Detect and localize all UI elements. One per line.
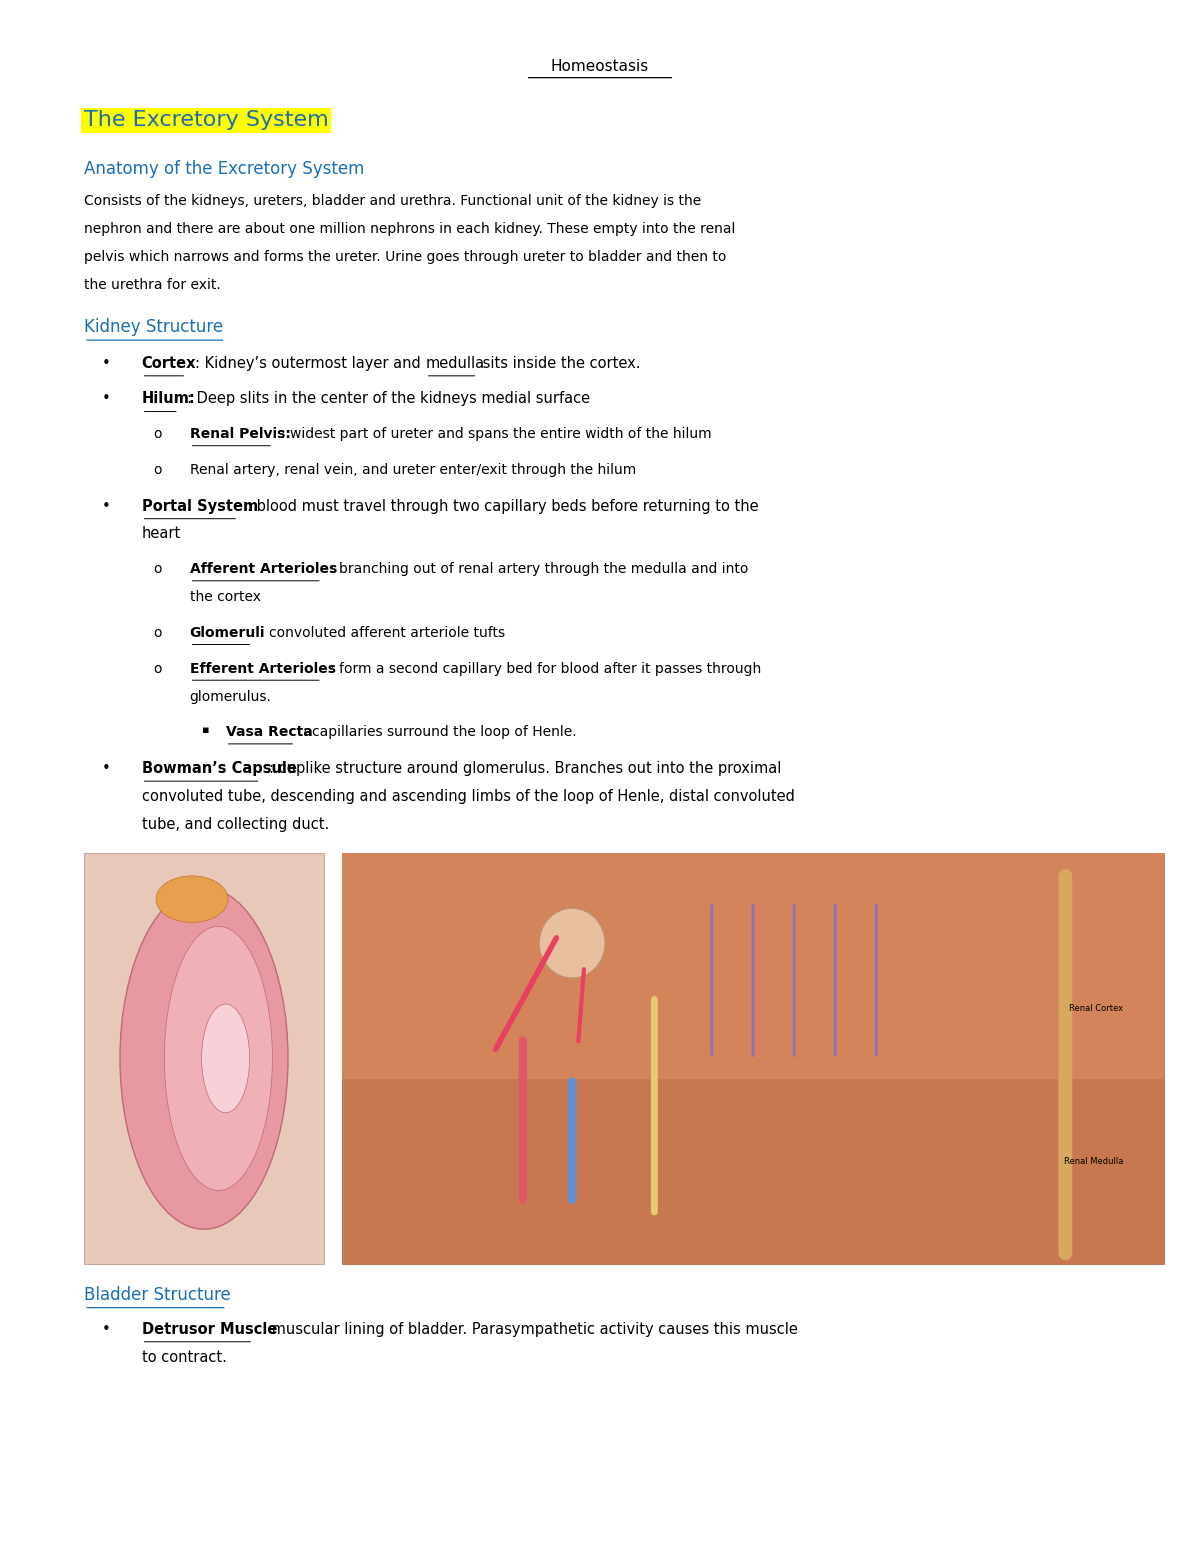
Ellipse shape [120,888,288,1230]
Text: tube, and collecting duct.: tube, and collecting duct. [142,817,329,832]
Text: pelvis which narrows and forms the ureter. Urine goes through ureter to bladder : pelvis which narrows and forms the urete… [84,250,726,264]
Text: Efferent Arterioles: Efferent Arterioles [190,662,336,676]
Text: : widest part of ureter and spans the entire width of the hilum: : widest part of ureter and spans the en… [281,427,712,441]
Text: Kidney Structure: Kidney Structure [84,318,223,337]
Text: Consists of the kidneys, ureters, bladder and urethra. Functional unit of the ki: Consists of the kidneys, ureters, bladde… [84,194,701,208]
FancyBboxPatch shape [342,853,1164,1079]
Text: Cortex: Cortex [142,356,196,371]
Text: o: o [154,463,162,477]
Text: to contract.: to contract. [142,1350,227,1365]
Text: The Excretory System: The Excretory System [84,110,329,130]
Text: Renal Pelvis:: Renal Pelvis: [190,427,290,441]
Text: : convoluted afferent arteriole tufts: : convoluted afferent arteriole tufts [260,626,505,640]
Text: Bladder Structure: Bladder Structure [84,1286,230,1305]
Text: Renal Cortex: Renal Cortex [1069,1005,1123,1014]
Text: Renal Medulla: Renal Medulla [1063,1157,1123,1166]
Text: o: o [154,427,162,441]
Text: Afferent Arterioles: Afferent Arterioles [190,562,337,576]
Text: heart: heart [142,526,181,542]
Text: Detrusor Muscle: Detrusor Muscle [142,1322,277,1337]
Text: the urethra for exit.: the urethra for exit. [84,278,221,292]
FancyBboxPatch shape [342,853,1164,1264]
Text: ▪: ▪ [202,725,209,735]
Text: : Kidney’s outermost layer and: : Kidney’s outermost layer and [194,356,425,371]
Text: •: • [102,356,110,371]
Text: Glomeruli: Glomeruli [190,626,265,640]
Ellipse shape [164,927,272,1191]
Ellipse shape [202,1005,250,1114]
Text: Homeostasis: Homeostasis [551,59,649,75]
Text: convoluted tube, descending and ascending limbs of the loop of Henle, distal con: convoluted tube, descending and ascendin… [142,789,794,804]
Text: : blood must travel through two capillary beds before returning to the: : blood must travel through two capillar… [247,499,758,514]
Text: •: • [102,391,110,407]
Text: Portal System: Portal System [142,499,258,514]
Text: •: • [102,499,110,514]
Text: •: • [102,1322,110,1337]
Text: Renal artery, renal vein, and ureter enter/exit through the hilum: Renal artery, renal vein, and ureter ent… [190,463,636,477]
Text: medulla: medulla [426,356,485,371]
Text: : Deep slits in the center of the kidneys medial surface: : Deep slits in the center of the kidney… [187,391,590,407]
Ellipse shape [156,876,228,922]
Text: the cortex: the cortex [190,590,260,604]
Text: o: o [154,662,162,676]
Text: Bowman’s Capsule: Bowman’s Capsule [142,761,296,776]
Text: Anatomy of the Excretory System: Anatomy of the Excretory System [84,160,365,179]
Text: o: o [154,626,162,640]
Ellipse shape [539,909,605,978]
FancyBboxPatch shape [84,853,324,1264]
Text: nephron and there are about one million nephrons in each kidney. These empty int: nephron and there are about one million … [84,222,736,236]
Text: : muscular lining of bladder. Parasympathetic activity causes this muscle: : muscular lining of bladder. Parasympat… [262,1322,798,1337]
Text: glomerulus.: glomerulus. [190,690,271,704]
Text: Vasa Recta: Vasa Recta [226,725,312,739]
Text: •: • [102,761,110,776]
Text: : form a second capillary bed for blood after it passes through: : form a second capillary bed for blood … [330,662,761,676]
Text: : branching out of renal artery through the medulla and into: : branching out of renal artery through … [330,562,749,576]
Text: o: o [154,562,162,576]
Text: sits inside the cortex.: sits inside the cortex. [478,356,640,371]
Text: : capillaries surround the loop of Henle.: : capillaries surround the loop of Henle… [304,725,577,739]
Text: : cuplike structure around glomerulus. Branches out into the proximal: : cuplike structure around glomerulus. B… [269,761,781,776]
Text: Hilum:: Hilum: [142,391,196,407]
